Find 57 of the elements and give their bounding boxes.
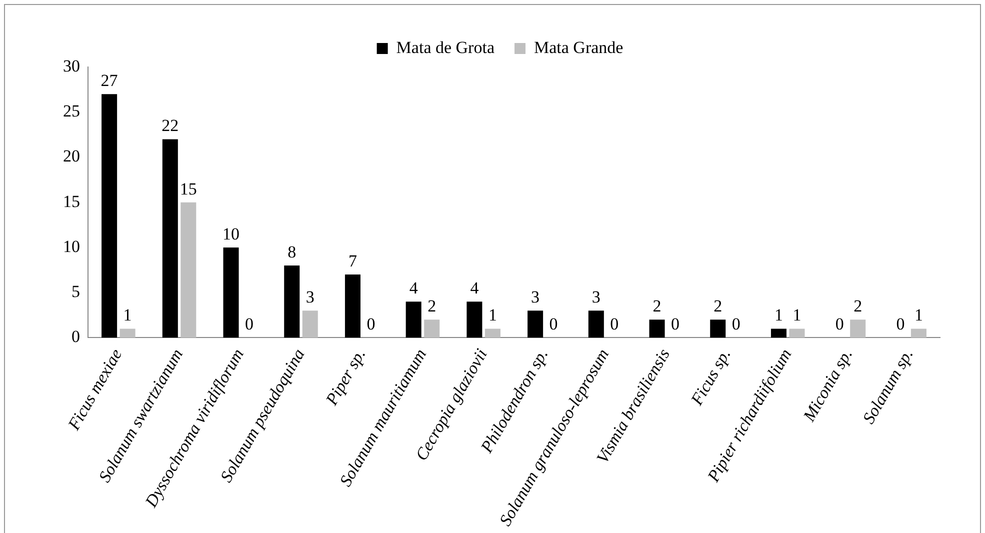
- bar: [424, 320, 440, 338]
- data-label: 3: [306, 288, 314, 307]
- bar: [466, 302, 482, 338]
- data-label: 2: [428, 296, 436, 316]
- data-label: 0: [732, 314, 740, 334]
- data-label: 2: [854, 296, 862, 316]
- data-label: 0: [366, 314, 376, 334]
- data-label: 10: [222, 224, 240, 244]
- bar: [649, 320, 665, 338]
- bar: [162, 139, 178, 338]
- data-label: 0: [835, 314, 844, 334]
- bar: [406, 302, 422, 338]
- bar: [710, 320, 726, 338]
- y-tick-label: 10: [63, 236, 80, 256]
- data-label: 4: [470, 278, 480, 298]
- bar: [344, 274, 360, 338]
- data-label: 7: [348, 252, 358, 271]
- bar: [484, 328, 500, 338]
- bar: [789, 328, 805, 338]
- bar: [910, 328, 926, 338]
- bar: [850, 320, 866, 338]
- bar: [588, 310, 604, 338]
- data-label: 1: [123, 306, 132, 325]
- data-label: 27: [100, 71, 118, 90]
- bar: [102, 94, 118, 338]
- bar: [223, 247, 239, 338]
- bar: [528, 310, 544, 338]
- data-label: 2: [714, 296, 722, 316]
- data-label: 3: [531, 288, 540, 307]
- legend-label: Mata de Grota: [396, 38, 495, 57]
- data-label: 0: [671, 314, 680, 334]
- bar: [120, 328, 136, 338]
- bar: [180, 202, 196, 338]
- data-label: 2: [652, 296, 662, 316]
- data-label: 0: [245, 314, 254, 334]
- y-tick-label: 30: [63, 56, 80, 76]
- data-label: 0: [610, 314, 619, 334]
- y-tick-label: 20: [63, 146, 80, 166]
- bar: [770, 328, 786, 338]
- data-label: 0: [549, 314, 558, 334]
- data-label: 0: [896, 314, 905, 334]
- data-label: 3: [592, 288, 600, 307]
- data-label: 1: [774, 306, 783, 325]
- y-tick-label: 25: [63, 102, 80, 121]
- legend-label: Mata Grande: [534, 38, 624, 57]
- y-tick-label: 15: [63, 192, 80, 211]
- y-tick-label: 5: [72, 282, 80, 302]
- y-tick-label: 0: [72, 327, 80, 346]
- data-label: 4: [409, 278, 418, 298]
- bar: [302, 310, 318, 338]
- data-label: 22: [162, 116, 179, 136]
- data-label: 1: [488, 306, 497, 325]
- data-label: 15: [180, 179, 197, 198]
- bar: [284, 266, 300, 338]
- data-label: 8: [288, 242, 296, 262]
- data-label: 1: [914, 306, 923, 325]
- data-label: 1: [792, 306, 802, 325]
